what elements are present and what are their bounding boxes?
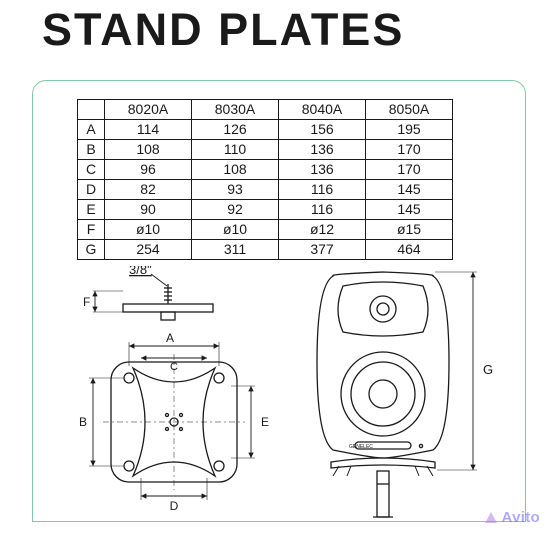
- brand-label: GENELEC: [349, 444, 373, 450]
- dim-label-b: B: [79, 415, 87, 429]
- table-row-label: E: [78, 200, 105, 220]
- table-row-label: D: [78, 180, 105, 200]
- table-cell: 254: [105, 240, 192, 260]
- table-cell: 145: [366, 200, 453, 220]
- table-body: A114126156195B108110136170C96108136170D8…: [78, 120, 453, 260]
- dim-label-g: G: [483, 362, 493, 377]
- table-cell: 96: [105, 160, 192, 180]
- watermark: Avito: [485, 509, 540, 526]
- table-cell: 195: [366, 120, 453, 140]
- table-cell: 114: [105, 120, 192, 140]
- dim-label-a: A: [166, 331, 174, 345]
- dim-label-e: E: [261, 415, 269, 429]
- table-header-row: 8020A 8030A 8040A 8050A: [78, 100, 453, 120]
- table-corner-cell: [78, 100, 105, 120]
- table-row: D8293116145: [78, 180, 453, 200]
- table-cell: 116: [279, 200, 366, 220]
- watermark-text: Avito: [502, 509, 540, 526]
- table-row: A114126156195: [78, 120, 453, 140]
- speaker-diagram: GENELEC G: [317, 272, 493, 517]
- table-cell: 108: [192, 160, 279, 180]
- side-profile-diagram: F 3/8": [83, 266, 213, 320]
- table-cell: 126: [192, 120, 279, 140]
- table-row-label: A: [78, 120, 105, 140]
- table-cell: 90: [105, 200, 192, 220]
- table-row-label: F: [78, 220, 105, 240]
- thread-label: 3/8": [129, 266, 152, 277]
- dim-label-f: F: [83, 295, 90, 309]
- table-row: B108110136170: [78, 140, 453, 160]
- table-row-label: G: [78, 240, 105, 260]
- table-cell: 156: [279, 120, 366, 140]
- table-cell: ø12: [279, 220, 366, 240]
- table-cell: 170: [366, 140, 453, 160]
- table-cell: 311: [192, 240, 279, 260]
- plan-view-diagram: A C B E: [79, 331, 269, 513]
- table-cell: 82: [105, 180, 192, 200]
- spec-table: 8020A 8030A 8040A 8050A A114126156195B10…: [77, 99, 453, 260]
- table-cell: 108: [105, 140, 192, 160]
- page-title: STAND PLATES: [42, 4, 404, 56]
- technical-diagram-svg: F 3/8": [33, 266, 525, 526]
- dim-label-c: C: [170, 361, 178, 373]
- table-cell: 136: [279, 140, 366, 160]
- watermark-triangle-icon: [485, 512, 497, 523]
- table-row: E9092116145: [78, 200, 453, 220]
- spec-panel: 8020A 8030A 8040A 8050A A114126156195B10…: [32, 80, 526, 522]
- table-cell: 116: [279, 180, 366, 200]
- table-cell: ø10: [192, 220, 279, 240]
- table-column-header: 8040A: [279, 100, 366, 120]
- table-cell: 136: [279, 160, 366, 180]
- table-row-label: C: [78, 160, 105, 180]
- table-cell: 145: [366, 180, 453, 200]
- table-column-header: 8050A: [366, 100, 453, 120]
- table-column-header: 8030A: [192, 100, 279, 120]
- table-cell: 464: [366, 240, 453, 260]
- table-row: Fø10ø10ø12ø15: [78, 220, 453, 240]
- table-cell: 377: [279, 240, 366, 260]
- dim-label-d: D: [170, 499, 179, 513]
- table-cell: 170: [366, 160, 453, 180]
- table-cell: ø10: [105, 220, 192, 240]
- table-row-label: B: [78, 140, 105, 160]
- table-cell: 110: [192, 140, 279, 160]
- table-cell: ø15: [366, 220, 453, 240]
- table-cell: 93: [192, 180, 279, 200]
- table-column-header: 8020A: [105, 100, 192, 120]
- table-row: C96108136170: [78, 160, 453, 180]
- diagram-area: F 3/8": [33, 266, 525, 526]
- table-row: G254311377464: [78, 240, 453, 260]
- table-cell: 92: [192, 200, 279, 220]
